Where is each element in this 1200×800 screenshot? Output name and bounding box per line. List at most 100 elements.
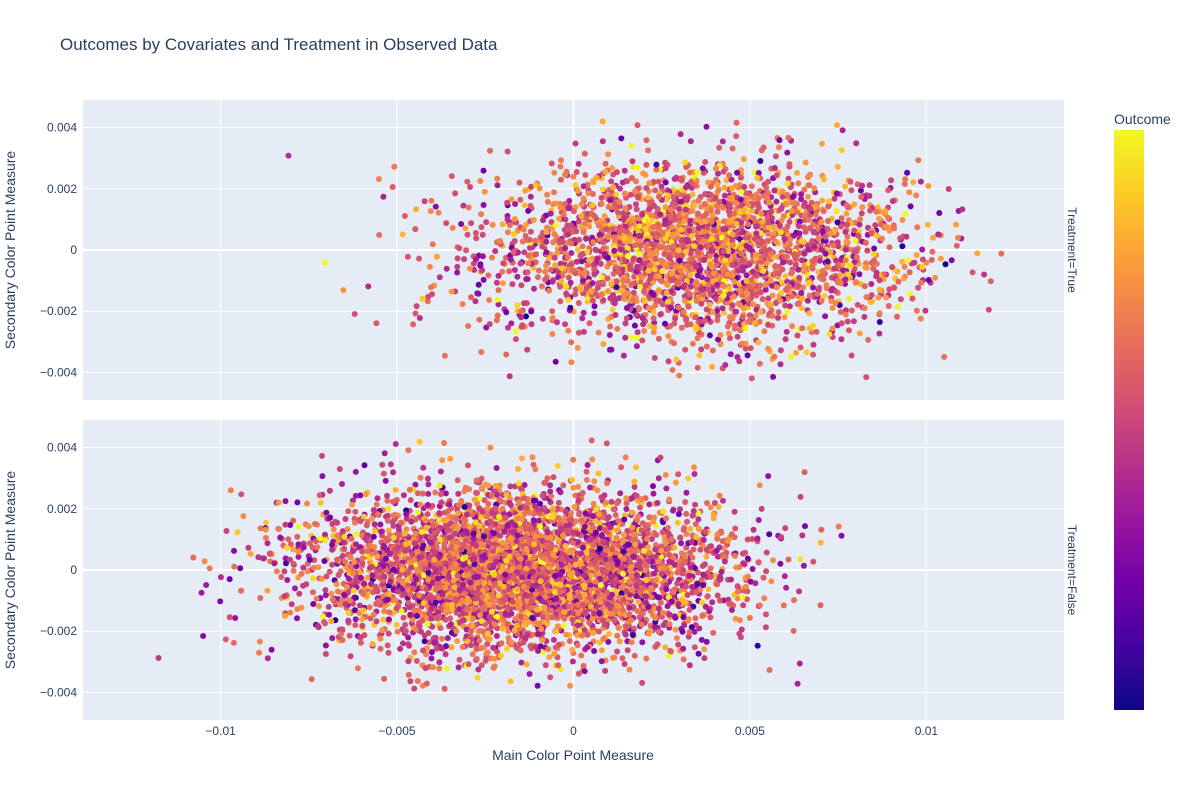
data-point [580,277,587,284]
data-point [494,296,501,303]
data-point [799,237,805,244]
data-point [832,300,839,306]
data-point [873,273,880,280]
data-point [376,232,383,238]
data-point [676,257,683,264]
data-point [765,230,772,237]
data-point [853,279,859,285]
data-point [744,352,751,359]
data-point [714,281,720,288]
data-point [504,229,511,236]
data-point [582,172,589,178]
data-point [640,170,647,177]
data-point [707,291,714,298]
data-point [591,271,598,278]
y-tick-label: 0.002 [47,182,77,196]
data-point [595,470,602,477]
data-point [691,243,698,250]
data-point [562,283,569,289]
data-point [627,262,634,269]
data-point [694,272,701,279]
data-point [769,234,776,241]
data-point [621,295,628,302]
data-point [581,270,587,277]
data-point [416,315,423,321]
data-point [698,346,705,353]
data-point [709,347,716,354]
data-point [867,207,874,214]
data-point [798,257,805,264]
data-point [217,574,224,581]
data-point [768,208,775,215]
data-point [770,373,777,380]
data-point [929,248,936,255]
data-point [670,243,677,250]
data-point [872,222,879,229]
data-point [551,189,557,196]
data-point [796,274,803,281]
data-point [794,209,801,216]
data-point [565,327,572,334]
data-point [901,181,908,187]
data-point [528,183,535,190]
data-point [935,231,942,238]
data-point [663,289,670,296]
data-point [818,526,825,533]
data-point [795,180,802,187]
data-point [743,272,750,279]
data-point [673,174,680,181]
data-point [521,249,528,256]
data-point [795,282,802,289]
data-point [857,216,864,223]
data-point [985,306,992,313]
data-point [759,296,766,303]
data-point [580,195,587,202]
data-point [677,131,684,138]
data-point [760,144,767,151]
data-point [811,243,818,250]
data-point [622,334,629,341]
data-point [842,311,849,318]
data-point [682,297,688,304]
data-point [655,335,662,342]
data-point [322,587,329,593]
data-point [717,341,724,348]
data-point [460,202,467,209]
data-point [667,206,674,213]
data-point [773,172,780,179]
data-point [480,276,487,283]
data-point [510,249,517,255]
data-point [647,275,654,282]
data-point [480,202,487,208]
data-point [876,330,883,337]
data-point [429,241,436,248]
data-point [768,301,774,308]
data-point [806,172,813,179]
data-point [969,269,976,276]
data-point [863,374,870,381]
data-point [543,229,550,236]
data-point [689,340,696,347]
data-point [319,613,326,620]
data-point [599,118,606,125]
data-point [788,354,794,360]
data-point [697,318,703,325]
data-point [754,174,761,181]
data-point [635,232,642,239]
data-point [721,257,728,264]
data-point [608,346,615,353]
data-point [672,479,679,486]
data-point [876,319,883,325]
data-point [642,253,649,260]
data-point [799,295,806,302]
data-point [494,182,501,189]
data-point [847,178,854,185]
data-point [781,573,788,580]
data-point [607,323,614,330]
data-point [662,165,669,172]
data-point [844,221,851,228]
data-point [788,270,795,277]
data-point [720,168,727,175]
data-point [628,175,635,181]
